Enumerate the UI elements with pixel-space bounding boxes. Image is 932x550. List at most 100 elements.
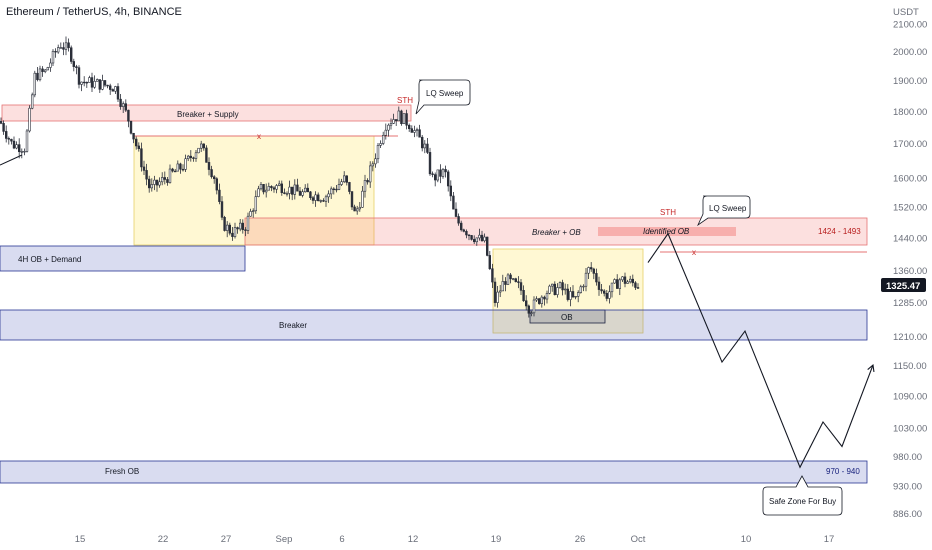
candle-body	[488, 255, 491, 270]
candle-body	[314, 194, 317, 201]
candle	[631, 274, 635, 287]
candle	[161, 172, 164, 186]
candle	[158, 177, 161, 188]
candle-body	[54, 50, 57, 53]
candle	[428, 147, 432, 176]
candle-body	[532, 299, 536, 314]
candle-body	[600, 289, 603, 292]
candle	[449, 180, 452, 202]
candle-body	[457, 216, 460, 224]
candle	[5, 125, 8, 143]
candle	[23, 148, 26, 156]
candle-body	[431, 173, 434, 175]
candle	[566, 284, 570, 302]
candle-body	[592, 268, 596, 274]
candle-body	[46, 67, 50, 71]
projection-arrowhead	[867, 363, 875, 373]
candle	[246, 212, 250, 235]
candle	[548, 284, 551, 295]
candle	[231, 226, 234, 241]
candle	[122, 101, 125, 114]
candle	[402, 113, 406, 125]
candle-body	[277, 183, 281, 186]
candle	[70, 45, 73, 64]
candle	[226, 221, 229, 238]
candle-body	[342, 175, 346, 183]
candle-body	[12, 140, 16, 149]
candle	[506, 273, 510, 285]
candle-body	[161, 177, 164, 183]
candle-body	[332, 188, 335, 191]
breaker-supply-label: Breaker + Supply	[177, 110, 239, 119]
lq-sweep-label-1: LQ Sweep	[426, 89, 464, 98]
candle-body	[493, 281, 497, 303]
candle	[67, 38, 70, 52]
candle	[368, 161, 372, 188]
candle	[485, 236, 489, 257]
candle-body	[407, 124, 411, 129]
candle-body	[148, 178, 151, 189]
candle-body	[109, 85, 112, 90]
candle-body	[566, 288, 570, 300]
candle	[431, 171, 434, 178]
candle	[335, 184, 338, 193]
candle-body	[335, 188, 338, 191]
candle-body	[358, 207, 361, 210]
candle-body	[613, 279, 616, 284]
candle	[7, 136, 11, 145]
candle-body	[228, 224, 231, 234]
candle-body	[5, 131, 8, 139]
candle-body	[158, 181, 161, 186]
candle-body	[366, 180, 369, 183]
breaker-supply-zone	[1, 104, 412, 122]
candle-body	[218, 189, 221, 202]
candle-body	[452, 195, 455, 210]
candle-body	[353, 206, 356, 212]
x-mark-2: x	[692, 248, 696, 257]
candle	[366, 178, 369, 185]
candle-body	[582, 285, 585, 288]
candle-body	[137, 145, 140, 150]
candle-body	[615, 279, 619, 289]
candle-body	[621, 276, 624, 281]
candle-body	[38, 68, 42, 81]
candle	[332, 187, 335, 195]
candle-body	[213, 176, 216, 180]
candle-body	[49, 62, 52, 68]
candle	[290, 186, 294, 201]
candle-body	[168, 168, 172, 183]
candle	[348, 181, 351, 195]
x-tick-label: 26	[575, 534, 586, 545]
candle	[303, 184, 307, 193]
candle	[467, 234, 471, 241]
x-axis[interactable]: 15 22 27 Sep 6 12 19 26 Oct 10 17	[75, 534, 835, 545]
candle-body	[106, 84, 109, 87]
candle-body	[56, 47, 60, 53]
candle-body	[236, 227, 239, 230]
candle-body	[322, 200, 325, 202]
candle	[155, 179, 159, 192]
candle	[129, 120, 133, 135]
candle	[283, 188, 286, 195]
candle-body	[197, 147, 200, 154]
candle-body	[249, 211, 252, 217]
y-axis[interactable]: USDT 2100.00 2000.00 1900.00 1800.00 1700.00…	[893, 7, 927, 520]
candle-body	[246, 215, 250, 231]
candle	[423, 140, 426, 154]
range-2-label: 970 - 940	[826, 467, 860, 476]
candle-body	[337, 184, 341, 190]
candle-body	[98, 79, 102, 90]
candle	[64, 36, 68, 56]
candle	[459, 220, 463, 232]
candle-body	[402, 113, 406, 125]
candle-body	[189, 155, 192, 159]
candle	[228, 222, 231, 236]
candle	[296, 178, 299, 192]
candle-body	[597, 281, 601, 290]
candle-body	[563, 288, 567, 291]
x-tick-label: Sep	[276, 534, 293, 545]
candle-body	[264, 189, 268, 193]
candle	[493, 277, 497, 307]
candle-body	[439, 169, 442, 177]
